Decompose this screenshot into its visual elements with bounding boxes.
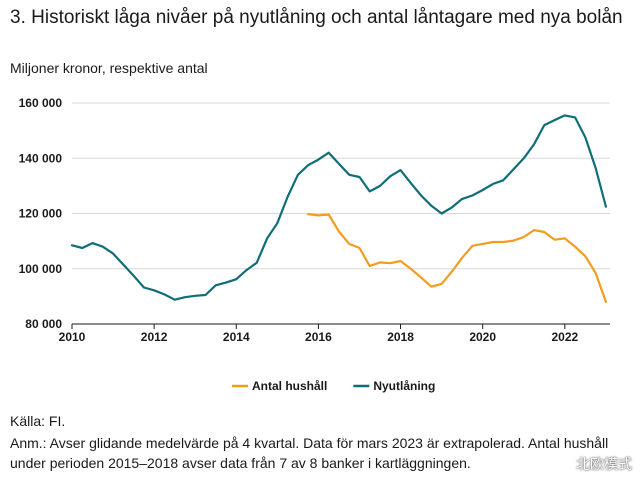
x-axis: 2010 2012 2014 2016 2018 2020 2022 bbox=[59, 323, 610, 344]
y-tick-label: 100 000 bbox=[19, 262, 63, 276]
y-tick-label: 120 000 bbox=[19, 207, 63, 221]
legend: Antal hushåll Nyutlåning bbox=[232, 379, 435, 393]
note-text: Anm.: Avser glidande medelvärde på 4 kva… bbox=[10, 435, 609, 471]
legend-label: Antal hushåll bbox=[252, 379, 327, 393]
source-text: Källa: FI. bbox=[10, 413, 66, 429]
y-tick-label: 80 000 bbox=[25, 317, 62, 331]
x-tick-label: 2016 bbox=[305, 330, 332, 344]
y-axis-ticks: 80 000 100 000 120 000 140 000 160 000 bbox=[19, 96, 63, 331]
x-tick-label: 2018 bbox=[387, 330, 414, 344]
y-tick-label: 140 000 bbox=[19, 151, 63, 165]
watermark-text: 北欧模式 bbox=[576, 456, 632, 472]
grid-lines bbox=[72, 102, 610, 270]
x-tick-label: 2020 bbox=[469, 330, 496, 344]
series-line-antal-hush-ll bbox=[307, 213, 607, 303]
x-tick-label: 2014 bbox=[223, 330, 250, 344]
x-tick-label: 2010 bbox=[59, 330, 86, 344]
x-tick-label: 2022 bbox=[551, 330, 578, 344]
chart-subtitle: Miljoner kronor, respektive antal bbox=[10, 60, 208, 76]
chart-title: 3. Historiskt låga nivåer på nyutlåning … bbox=[10, 7, 623, 28]
legend-label: Nyutlåning bbox=[373, 379, 435, 393]
series-lines bbox=[70, 114, 607, 303]
y-tick-label: 160 000 bbox=[19, 96, 63, 110]
x-tick-label: 2012 bbox=[141, 330, 168, 344]
series-line-nyutl-ning bbox=[70, 114, 607, 301]
